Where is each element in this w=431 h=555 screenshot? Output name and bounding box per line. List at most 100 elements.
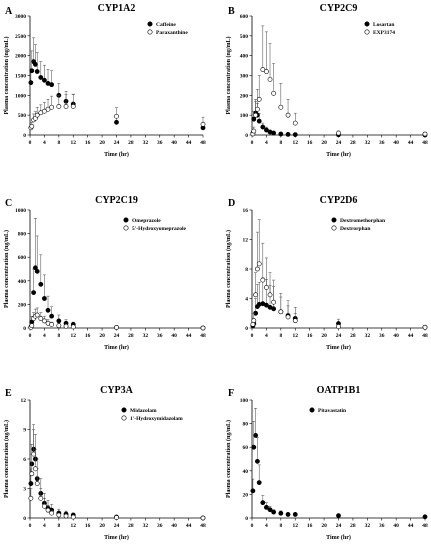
data-point xyxy=(251,128,257,134)
x-tick-label: 36 xyxy=(157,523,163,529)
x-tick-label: 40 xyxy=(171,523,177,529)
y-tick-label: 200 xyxy=(18,302,27,308)
x-tick-label: 8 xyxy=(57,523,60,529)
data-point xyxy=(28,495,34,501)
x-tick-label: 12 xyxy=(293,140,299,146)
legend-entry: EXP3174 xyxy=(373,30,395,36)
x-tick-label: 32 xyxy=(365,140,371,146)
data-point xyxy=(251,116,257,122)
data-point xyxy=(336,513,341,519)
x-tick-label: 16 xyxy=(85,140,91,146)
data-point xyxy=(292,120,298,126)
data-point xyxy=(267,292,273,298)
series-dextromethorphan xyxy=(250,277,428,330)
y-tick-label: 6 xyxy=(23,457,26,463)
panel-label: F xyxy=(228,388,234,399)
data-point xyxy=(200,325,206,331)
data-point xyxy=(271,130,277,136)
data-point xyxy=(63,323,69,329)
data-point xyxy=(256,261,262,267)
y-tick-label: 3000 xyxy=(15,14,26,20)
y-tick-label: 1500 xyxy=(15,74,26,80)
x-tick-label: 8 xyxy=(57,333,60,339)
data-point xyxy=(29,123,35,129)
x-tick-label: 44 xyxy=(186,140,192,146)
legend-marker xyxy=(331,225,337,231)
y-axis-label: Plasma concentration (ng/mL) xyxy=(225,37,232,115)
series-1-hydroxymidazolam xyxy=(28,429,206,521)
data-point xyxy=(200,515,206,521)
x-tick-label: 32 xyxy=(143,140,149,146)
x-tick-label: 4 xyxy=(265,333,268,339)
legend-entry: Pitavastatin xyxy=(318,408,346,414)
data-point xyxy=(63,104,69,109)
x-tick-label: 0 xyxy=(29,140,32,146)
data-point xyxy=(70,324,76,330)
data-point xyxy=(114,119,119,125)
data-point xyxy=(255,266,260,272)
x-tick-label: 16 xyxy=(307,140,313,146)
panel-title: CYP2C9 xyxy=(320,3,358,14)
x-tick-label: 28 xyxy=(128,333,134,339)
legend-marker xyxy=(309,407,315,413)
data-point xyxy=(38,281,44,287)
data-point xyxy=(114,113,119,119)
x-axis-label: Time (hr) xyxy=(326,151,351,158)
y-tick-label: 0 xyxy=(245,516,248,522)
data-point xyxy=(264,69,269,74)
panel-title: CYP1A2 xyxy=(98,3,136,14)
y-tick-label: 16 xyxy=(243,208,249,214)
data-point xyxy=(253,112,259,118)
y-tick-label: 8 xyxy=(245,267,248,273)
y-axis-label: Plasma concentration (ng/mL) xyxy=(225,420,232,498)
data-point xyxy=(271,90,277,96)
x-tick-label: 8 xyxy=(279,523,282,529)
y-tick-label: 20 xyxy=(243,492,249,498)
panel-label: A xyxy=(5,6,13,17)
legend-marker xyxy=(364,29,370,35)
x-tick-label: 0 xyxy=(251,333,254,339)
data-point xyxy=(34,112,40,118)
x-tick-label: 48 xyxy=(200,140,206,146)
data-point xyxy=(264,127,269,133)
y-tick-label: 1000 xyxy=(15,208,26,214)
legend-marker xyxy=(147,21,153,27)
data-point xyxy=(251,318,257,324)
series-pitavastatin xyxy=(250,408,428,520)
panel-label: D xyxy=(228,198,235,209)
data-point xyxy=(70,104,76,109)
x-tick-label: 24 xyxy=(114,333,120,339)
data-point xyxy=(285,112,291,118)
y-tick-label: 60 xyxy=(243,445,249,451)
x-tick-label: 12 xyxy=(71,333,77,339)
y-axis-label: Plasma concentration (ng/mL) xyxy=(3,37,10,115)
legend-entry: Dextrorphan xyxy=(340,226,370,232)
y-tick-label: 2500 xyxy=(15,34,26,40)
y-tick-label: 100 xyxy=(240,398,249,404)
x-axis-label: Time (hr) xyxy=(326,344,351,351)
y-tick-label: 800 xyxy=(18,232,27,238)
data-point xyxy=(271,509,277,515)
data-point xyxy=(278,309,284,315)
x-tick-label: 44 xyxy=(186,523,192,529)
data-point xyxy=(114,515,119,520)
data-point xyxy=(271,306,277,312)
y-tick-label: 0 xyxy=(245,133,248,139)
x-tick-label: 4 xyxy=(43,333,46,339)
legend-entry: Losartan xyxy=(373,22,394,28)
data-point xyxy=(29,68,35,74)
y-tick-label: 100 xyxy=(240,113,249,119)
panel-label: C xyxy=(5,198,12,209)
x-tick-label: 44 xyxy=(186,333,192,339)
data-point xyxy=(200,121,206,127)
x-tick-label: 48 xyxy=(422,140,428,146)
x-tick-label: 0 xyxy=(29,523,32,529)
x-tick-label: 8 xyxy=(57,140,60,146)
y-tick-label: 3 xyxy=(23,487,26,493)
y-tick-label: 600 xyxy=(18,255,27,261)
y-tick-label: 4 xyxy=(245,297,248,303)
